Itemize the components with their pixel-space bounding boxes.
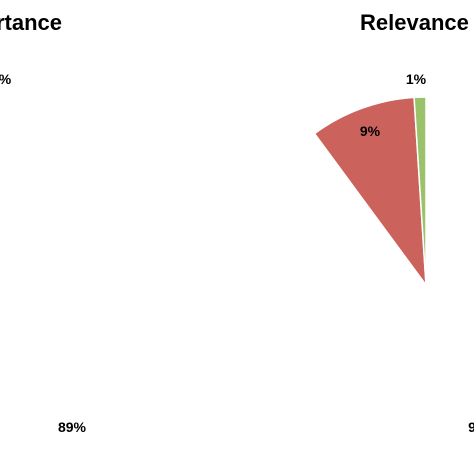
relevance-slice-1 — [313, 96, 427, 288]
relevance-label-0: 9 — [468, 419, 474, 435]
relevance-slice-2 — [413, 96, 427, 286]
relevance-label-2: 1% — [406, 71, 427, 87]
importance-label-0: 89% — [58, 419, 87, 435]
importance-title: rtance — [0, 10, 62, 35]
relevance-pie — [313, 96, 427, 288]
importance-label-2: % — [0, 71, 12, 87]
relevance-label-1: 9% — [360, 123, 381, 139]
relevance-title: Relevance — [360, 10, 469, 35]
